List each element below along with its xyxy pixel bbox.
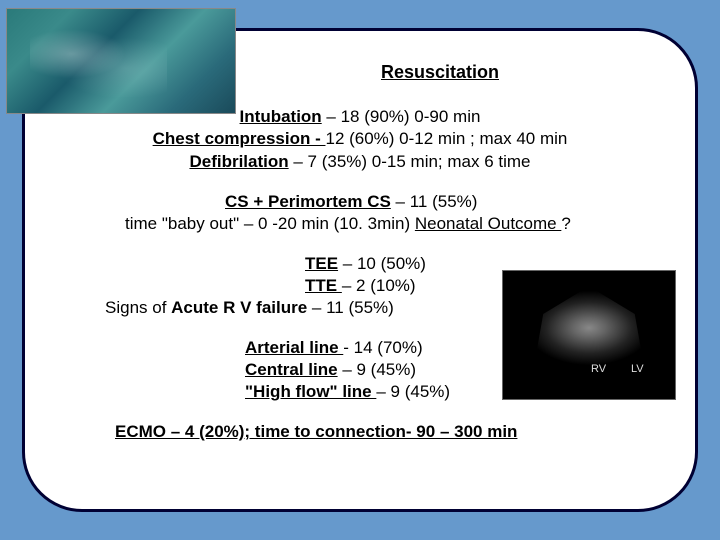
rest-arterial: - 14 (70%) [343, 338, 422, 357]
label-tee: TEE [305, 254, 338, 273]
line-defib: Defibrilation – 7 (35%) 0-15 min; max 6 … [65, 151, 655, 173]
line-ecmo: ECMO – 4 (20%); time to connection- 90 –… [115, 421, 655, 443]
pre-rvfail: Signs of [105, 298, 171, 317]
rest-central: – 9 (45%) [338, 360, 416, 379]
label-intubation: Intubation [240, 107, 322, 126]
label-ecmo: ECMO – 4 (20%); time to connection- 90 –… [115, 422, 517, 441]
label-babyout: Neonatal Outcome [415, 214, 561, 233]
label-tte: TTE [305, 276, 342, 295]
label-defib: Defibrilation [189, 152, 288, 171]
rest-rvfail: – 11 (55%) [307, 298, 394, 317]
line-cs: CS + Perimortem CS – 11 (55%) [225, 191, 655, 213]
surgery-image [6, 8, 236, 114]
echocardiogram-image: RV LV [502, 270, 676, 400]
slide-title: Resuscitation [225, 61, 655, 84]
rest-intubation: – 18 (90%) 0-90 min [322, 107, 481, 126]
echo-rv-label: RV [591, 363, 606, 375]
rest-cs: – 11 (55%) [391, 192, 478, 211]
pre-babyout: time "baby out" – 0 -20 min (10. 3min) [125, 214, 415, 233]
post-babyout: ? [561, 214, 570, 233]
label-chest: Chest compression - [153, 129, 326, 148]
echo-lv-label: LV [631, 363, 644, 375]
label-rvfail: Acute R V failure [171, 298, 307, 317]
rest-chest: 12 (60%) 0-12 min ; max 40 min [325, 129, 567, 148]
line-babyout: time "baby out" – 0 -20 min (10. 3min) N… [125, 213, 655, 235]
block-cs: CS + Perimortem CS – 11 (55%) time "baby… [125, 191, 655, 235]
label-central: Central line [245, 360, 338, 379]
rest-defib: – 7 (35%) 0-15 min; max 6 time [289, 152, 531, 171]
label-cs: CS + Perimortem CS [225, 192, 391, 211]
rest-tte: – 2 (10%) [342, 276, 416, 295]
label-arterial: Arterial line [245, 338, 343, 357]
rest-tee: – 10 (50%) [338, 254, 426, 273]
line-chest: Chest compression - 12 (60%) 0-12 min ; … [65, 128, 655, 150]
rest-highflow: – 9 (45%) [376, 382, 450, 401]
label-highflow: "High flow" line [245, 382, 376, 401]
block-resus: Intubation – 18 (90%) 0-90 min Chest com… [65, 106, 655, 172]
